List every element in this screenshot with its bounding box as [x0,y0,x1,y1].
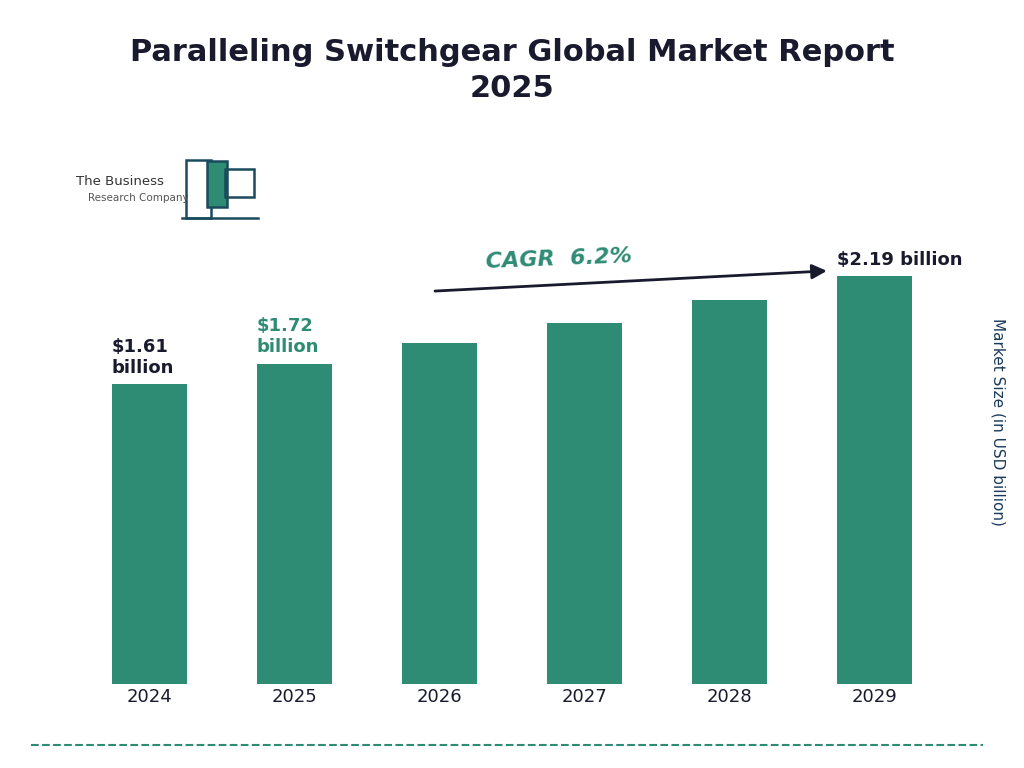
Text: CAGR  6.2%: CAGR 6.2% [485,246,632,272]
Bar [225,169,254,197]
Text: $1.61
billion: $1.61 billion [112,338,174,377]
Bar [257,364,332,684]
Text: $1.72
billion: $1.72 billion [257,317,319,356]
Bar [401,343,477,684]
Text: Paralleling Switchgear Global Market Report
2025: Paralleling Switchgear Global Market Rep… [130,38,894,104]
Bar [186,160,211,218]
Bar [547,323,623,684]
Text: Market Size (in USD billion): Market Size (in USD billion) [991,319,1006,526]
Bar [837,276,912,684]
Bar [692,300,767,684]
Bar [112,384,187,684]
Text: $2.19 billion: $2.19 billion [837,251,963,269]
Bar [207,161,227,207]
Text: Research Company: Research Company [88,193,188,204]
Text: The Business: The Business [76,175,164,187]
